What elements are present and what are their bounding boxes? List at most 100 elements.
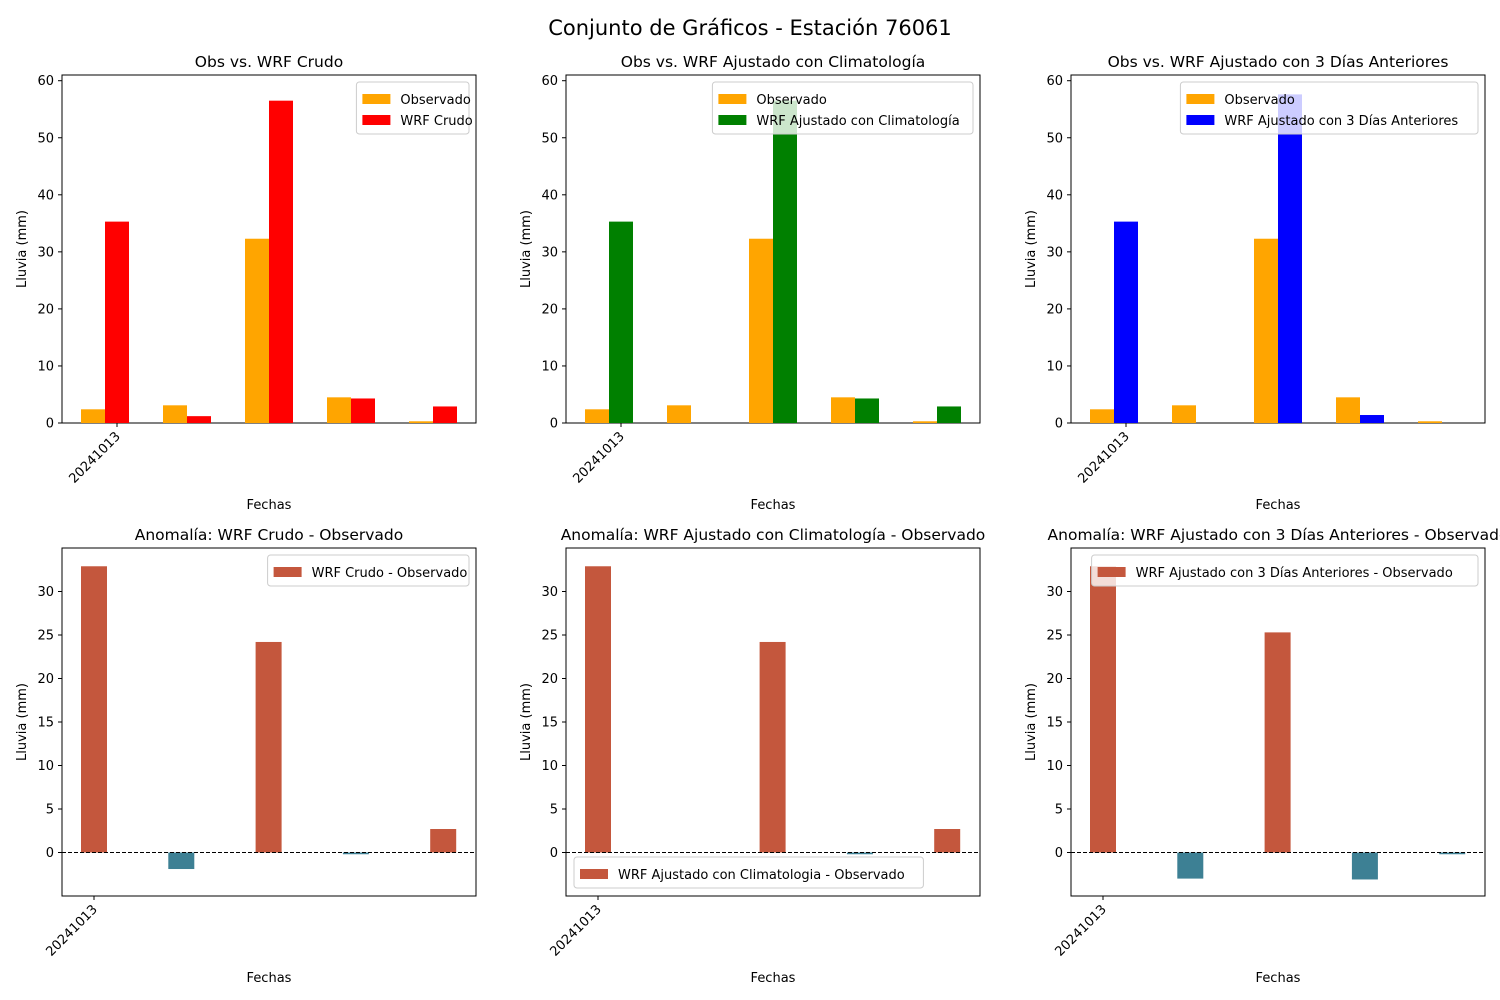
- legend: Observado WRF Ajustado con Climatología: [711, 81, 974, 135]
- chart-title: Anomalía: WRF Ajustado con Climatología …: [561, 526, 986, 544]
- y-tick-label: 20: [1046, 302, 1063, 317]
- bar: [255, 641, 282, 853]
- y-tick-label: 15: [1046, 716, 1063, 731]
- y-tick-label: 30: [541, 245, 558, 260]
- y-tick-label: 25: [37, 629, 54, 644]
- x-axis-label: Fechas: [1256, 971, 1301, 986]
- y-tick-label: 0: [46, 846, 54, 861]
- x-tick-label: 20241013: [547, 902, 604, 959]
- y-tick-label: 5: [1055, 803, 1063, 818]
- legend-swatch: [273, 567, 302, 577]
- bar: [163, 405, 187, 423]
- bar: [1177, 852, 1204, 879]
- y-tick-label: 5: [46, 803, 54, 818]
- legend-box: [1091, 554, 1479, 587]
- y-axis-label: Lluvia (mm): [1024, 683, 1039, 761]
- y-axis-label: Lluvia (mm): [519, 683, 534, 761]
- bar: [934, 829, 961, 853]
- y-tick-label: 20: [1046, 672, 1063, 687]
- bar: [433, 406, 457, 423]
- y-tick-label: 5: [550, 803, 558, 818]
- bar: [1114, 221, 1138, 423]
- bar: [342, 852, 369, 855]
- legend-label: Observado: [1224, 93, 1295, 108]
- chart-5: Anomalía: WRF Ajustado con Climatología …: [519, 526, 985, 986]
- x-axis-label: Fechas: [247, 498, 292, 513]
- bar: [855, 398, 879, 423]
- legend-label: WRF Ajustado con Climatología: [756, 114, 959, 129]
- legend-box: [1179, 81, 1479, 135]
- y-axis-label: Lluvia (mm): [1024, 210, 1039, 288]
- x-axis-label: Fechas: [751, 971, 796, 986]
- chart-1: Obs vs. WRF Crudo 0 10 20 30 40 50 60 Lluvia (mm…: [15, 53, 477, 513]
- y-axis-label: Lluvia (mm): [15, 210, 30, 288]
- legend-swatch: [362, 115, 391, 125]
- y-tick-label: 0: [550, 846, 558, 861]
- legend-swatch: [718, 115, 747, 125]
- bar: [937, 406, 961, 423]
- y-tick-label: 40: [37, 188, 54, 203]
- chart-4: Anomalía: WRF Crudo - Observado051015202…: [15, 526, 477, 986]
- legend: Observado WRF Ajustado con 3 Días Anterio…: [1179, 81, 1479, 135]
- bar: [1254, 238, 1278, 423]
- y-tick-label: 20: [37, 302, 54, 317]
- x-tick-label: 20241013: [1052, 902, 1109, 959]
- chart-3: Obs vs. WRF Ajustado con 3 Días Anterior…: [1024, 53, 1486, 513]
- legend-label: WRF Ajustado con 3 Días Anteriores: [1224, 114, 1458, 129]
- y-tick-label: 10: [37, 359, 54, 374]
- y-tick-label: 50: [1046, 131, 1063, 146]
- x-tick-label: 20241013: [66, 429, 123, 486]
- bar: [327, 397, 351, 423]
- bar: [1264, 632, 1291, 853]
- y-tick-label: 40: [541, 188, 558, 203]
- bar: [1172, 405, 1196, 423]
- y-tick-label: 30: [37, 585, 54, 600]
- bar: [269, 100, 293, 424]
- legend-swatch: [1186, 94, 1215, 104]
- chart-title: Anomalía: WRF Ajustado con 3 Días Anteri…: [1048, 526, 1500, 544]
- bar: [667, 405, 691, 423]
- y-tick-label: 60: [37, 74, 54, 89]
- chart-title: Obs vs. WRF Ajustado con Climatología: [621, 53, 926, 71]
- y-tick-label: 20: [541, 302, 558, 317]
- bar: [1418, 421, 1442, 423]
- legend-swatch: [718, 94, 747, 104]
- bar: [1439, 852, 1466, 855]
- x-axis-label: Fechas: [1256, 498, 1301, 513]
- y-axis-label: Lluvia (mm): [519, 210, 534, 288]
- chart-title: Anomalía: WRF Crudo - Observado: [135, 526, 404, 544]
- bar: [168, 852, 195, 870]
- bar: [351, 398, 375, 423]
- legend: Observado WRF Crudo: [355, 81, 473, 135]
- bar: [773, 100, 797, 424]
- legend-swatch: [580, 869, 608, 879]
- y-tick-label: 60: [1046, 74, 1063, 89]
- bar: [81, 566, 107, 853]
- legend-label: Observado: [756, 93, 827, 108]
- bar: [1090, 409, 1114, 423]
- bar: [759, 641, 786, 853]
- y-tick-label: 10: [37, 759, 54, 774]
- bar: [430, 829, 457, 853]
- chart-2: Obs vs. WRF Ajustado con Climatología 0 10…: [519, 53, 981, 513]
- legend-box: [267, 554, 470, 587]
- legend: WRF Crudo - Observado: [267, 554, 470, 587]
- bar: [81, 409, 105, 423]
- legend-label: WRF Crudo: [400, 114, 472, 129]
- legend-label: WRF Ajustado con 3 Días Anteriores - Obs…: [1136, 566, 1453, 581]
- legend: WRF Ajustado con 3 Días Anteriores - Obs…: [1091, 554, 1479, 587]
- bar: [1090, 566, 1116, 853]
- y-tick-label: 30: [541, 585, 558, 600]
- bar: [831, 397, 855, 423]
- bar: [749, 238, 773, 423]
- bar: [585, 409, 609, 423]
- bar: [409, 421, 433, 423]
- x-axis-label: Fechas: [751, 498, 796, 513]
- legend-box: [573, 856, 924, 889]
- bar: [913, 421, 937, 423]
- y-tick-label: 10: [541, 759, 558, 774]
- bar: [585, 566, 611, 853]
- y-tick-label: 30: [37, 245, 54, 260]
